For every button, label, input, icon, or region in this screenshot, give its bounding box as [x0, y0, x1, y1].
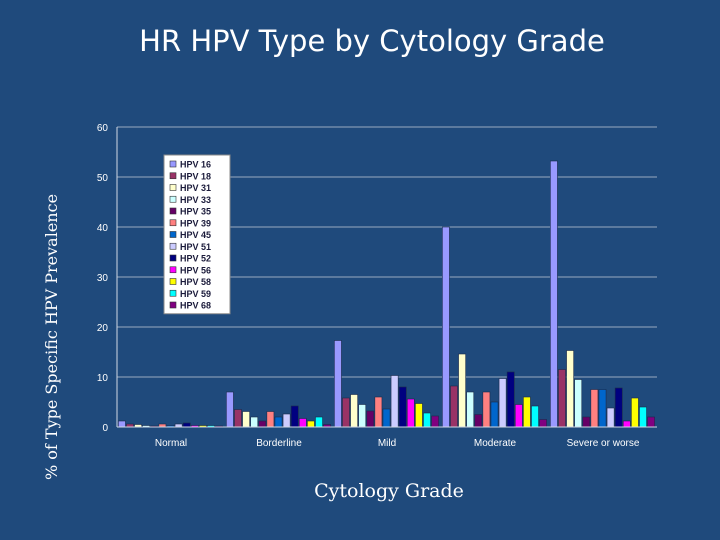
legend-label: HPV 52: [180, 254, 211, 264]
legend-label: HPV 39: [180, 218, 211, 228]
bars: [118, 160, 655, 428]
bar-hpv-52-3: [506, 371, 515, 428]
bar-hpv-51-2: [390, 375, 399, 428]
bar-hpv-31-1: [242, 411, 250, 428]
bar-hpv-58-3: [523, 396, 531, 428]
bar-hpv-45-2: [382, 408, 391, 428]
legend-swatch: [169, 195, 177, 203]
bar-hpv-35-1: [258, 420, 267, 428]
y-tick-label: 40: [97, 223, 109, 234]
bar-hpv-16-2: [334, 340, 342, 428]
bar-hpv-35-3: [474, 414, 483, 428]
bar-hpv-45-1: [274, 416, 283, 428]
bar-hpv-16-1: [226, 391, 234, 428]
chart-title: HR HPV Type by Cytology Grade: [139, 24, 605, 58]
legend-label: HPV 18: [180, 171, 211, 181]
x-tick-label: Moderate: [474, 438, 517, 449]
y-tick-label: 0: [102, 423, 108, 434]
legend-swatch: [169, 172, 177, 180]
bar-hpv-59-2: [423, 412, 431, 428]
y-tick-label: 20: [97, 323, 109, 334]
bar-hpv-39-4: [590, 389, 599, 428]
bar-hpv-39-2: [374, 396, 383, 428]
bar-hpv-39-1: [266, 411, 275, 428]
legend-swatch: [169, 301, 177, 309]
y-tick-label: 30: [97, 273, 109, 284]
bar-hpv-33-2: [358, 404, 367, 428]
legend-swatch: [169, 254, 177, 262]
legend-swatch: [169, 219, 177, 227]
legend-swatch: [169, 184, 177, 191]
bar-hpv-18-2: [342, 397, 350, 428]
legend-label: HPV 68: [180, 301, 211, 311]
bar-hpv-52-1: [290, 405, 299, 428]
bar-hpv-39-3: [482, 391, 491, 428]
bar-hpv-45-3: [490, 401, 499, 428]
bar-hpv-58-1: [307, 420, 315, 428]
legend-label: HPV 33: [180, 195, 211, 205]
bar-hpv-18-3: [450, 385, 458, 428]
bar-hpv-59-1: [315, 416, 323, 428]
legend-swatch: [169, 242, 177, 250]
bar-hpv-51-4: [606, 407, 615, 428]
bar-hpv-56-3: [514, 404, 523, 428]
legend-label: HPV 51: [180, 242, 211, 252]
legend-label: HPV 31: [180, 183, 211, 193]
x-tick-label: Borderline: [256, 438, 302, 449]
legend-label: HPV 56: [180, 265, 211, 275]
bar-hpv-33-4: [574, 379, 583, 428]
bar-hpv-56-4: [622, 420, 631, 428]
bar-hpv-33-1: [250, 416, 259, 428]
legend-swatch: [169, 289, 177, 297]
legend-swatch: [169, 278, 177, 285]
bar-hpv-16-0: [118, 420, 126, 428]
bar-hpv-68-3: [539, 419, 547, 428]
legend-label: HPV 16: [180, 160, 211, 170]
y-tick-label: 10: [97, 373, 109, 384]
bar-hpv-31-4: [566, 350, 574, 428]
bar-hpv-52-2: [398, 386, 407, 428]
bar-hpv-33-3: [466, 391, 475, 428]
bar-hpv-56-1: [298, 418, 307, 428]
x-tick-label: Mild: [378, 438, 396, 449]
legend-swatch: [169, 160, 177, 168]
bar-hpv-35-2: [366, 410, 375, 428]
bar-hpv-51-1: [282, 413, 291, 428]
legend-label: HPV 35: [180, 207, 211, 217]
legend-swatch: [169, 231, 177, 238]
x-tick-label: Severe or worse: [567, 438, 640, 449]
x-axis-title: Cytology Grade: [314, 480, 464, 502]
y-tick-labels: 0 10 20 30 40 50 60: [97, 123, 109, 434]
bar-hpv-51-3: [498, 378, 507, 428]
legend-label: HPV 59: [180, 289, 211, 299]
bar-hpv-68-4: [647, 416, 655, 428]
bar-hpv-35-4: [582, 416, 591, 428]
x-tick-labels: Normal Borderline Mild Moderate Severe or wo…: [155, 438, 640, 449]
bar-hpv-68-2: [431, 415, 439, 428]
bar-hpv-59-3: [531, 405, 539, 428]
x-tick-label: Normal: [155, 438, 187, 449]
legend-swatch: [169, 266, 177, 274]
axes: [116, 127, 657, 428]
bar-hpv-52-4: [614, 387, 623, 428]
bar-hpv-18-1: [234, 409, 242, 428]
bar-hpv-16-3: [442, 226, 450, 428]
y-tick-label: 60: [97, 123, 109, 134]
legend-label: HPV 58: [180, 277, 211, 287]
bar-hpv-59-4: [639, 406, 647, 428]
bar-hpv-52-0: [182, 422, 191, 428]
bar-hpv-58-2: [415, 403, 423, 428]
y-tick-label: 50: [97, 173, 109, 184]
legend-swatch: [169, 207, 177, 215]
bar-hpv-45-4: [598, 389, 607, 428]
bar-hpv-31-2: [350, 394, 358, 428]
bar-hpv-16-4: [550, 160, 558, 428]
bar-hpv-56-2: [406, 398, 415, 428]
bar-hpv-18-4: [558, 369, 566, 428]
bar-hpv-58-4: [631, 397, 639, 428]
bar-hpv-31-3: [458, 353, 466, 428]
legend-label: HPV 45: [180, 230, 211, 240]
